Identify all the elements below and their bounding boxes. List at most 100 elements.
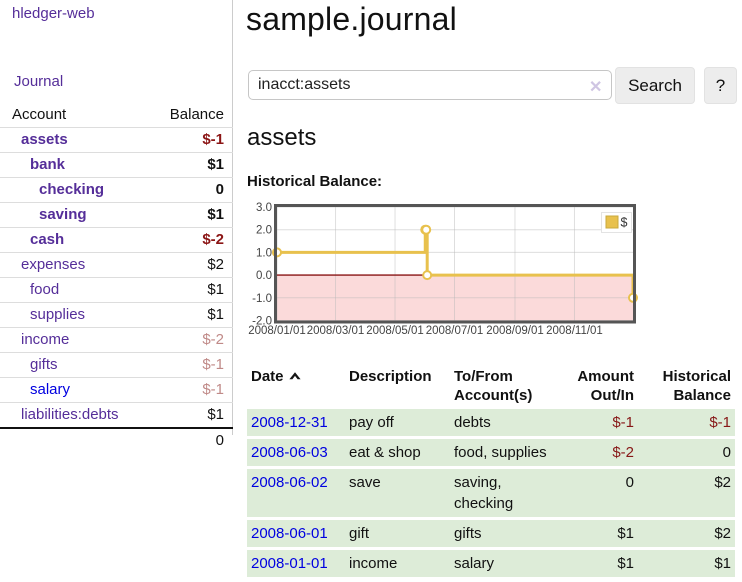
account-row: supplies $1 <box>0 302 233 328</box>
account-row: expenses $2 <box>0 252 233 278</box>
app-title-link[interactable]: hledger-web <box>12 5 95 22</box>
data-point-marker <box>422 270 433 281</box>
account-balance: 0 <box>151 177 233 203</box>
account-link[interactable]: saving <box>39 206 87 223</box>
x-tick-label: 2008/11/01 <box>546 325 603 337</box>
account-row: bank $1 <box>0 152 233 178</box>
y-tick-label: 3.0 <box>256 202 272 214</box>
transaction-description: eat & shop <box>345 439 450 466</box>
register-table: Date Description To/From Account(s) Amou… <box>247 363 735 580</box>
account-balance: $1 <box>151 402 233 429</box>
account-balance: $1 <box>151 302 233 328</box>
transaction-balance: $-1 <box>709 414 731 431</box>
legend-swatch <box>605 215 619 229</box>
transaction-row: 2008-06-03 eat & shop food, supplies $-2… <box>247 439 735 466</box>
help-button[interactable]: ? <box>704 67 737 104</box>
account-row: gifts $-1 <box>0 352 233 378</box>
y-tick-label: 1.0 <box>256 247 272 259</box>
y-tick-label: -2.0 <box>252 316 272 328</box>
transaction-description: pay off <box>345 409 450 436</box>
account-column-header: Account <box>0 103 152 128</box>
account-balance: $1 <box>151 202 233 228</box>
x-tick-label: 2008/05/01 <box>366 325 424 337</box>
transaction-date-link[interactable]: 2008-01-01 <box>251 555 328 572</box>
y-tick-label: 0.0 <box>256 270 272 282</box>
x-tick-label: 2008/09/01 <box>486 325 544 337</box>
account-link[interactable]: bank <box>30 156 66 173</box>
x-tick-label: 2008/03/01 <box>307 325 365 337</box>
x-tick-label: 2008/01/01 <box>248 325 306 337</box>
account-row: food $1 <box>0 277 233 303</box>
plot-border <box>274 204 636 324</box>
account-row: saving $1 <box>0 202 233 228</box>
account-row: checking 0 <box>0 177 233 203</box>
account-balance: $-2 <box>151 227 233 253</box>
transaction-row: 2008-12-31 pay off debts $-1 $-1 <box>247 409 735 436</box>
account-link[interactable]: cash <box>30 231 65 248</box>
account-balance: $1 <box>151 277 233 303</box>
account-heading: assets <box>247 124 317 151</box>
search-button[interactable]: Search <box>615 67 695 104</box>
y-tick-label: 2.0 <box>256 225 272 237</box>
account-link[interactable]: gifts <box>30 356 58 373</box>
account-link[interactable]: expenses <box>21 256 86 273</box>
accounts-total-row: 0 <box>0 427 233 453</box>
x-tick-label: 2008/07/01 <box>426 325 484 337</box>
account-row: assets $-1 <box>0 127 233 153</box>
transaction-date-link[interactable]: 2008-12-31 <box>251 414 328 431</box>
accounts-table-header: Account Balance <box>0 103 233 128</box>
transaction-description: save <box>345 469 450 517</box>
transaction-balance: $2 <box>714 474 731 491</box>
account-row: income $-2 <box>0 327 233 353</box>
transaction-accounts: salary <box>450 550 560 577</box>
transaction-accounts: gifts <box>450 520 560 547</box>
transaction-accounts: debts <box>450 409 560 436</box>
transaction-amount: $-2 <box>612 444 634 461</box>
search-input[interactable] <box>248 70 612 100</box>
account-balance: $2 <box>151 252 233 278</box>
account-balance: $-2 <box>151 327 233 353</box>
page-title: sample.journal <box>246 1 457 37</box>
accounts-table: Account Balance assets $-1 bank $1 check… <box>0 103 233 453</box>
sort-ascending-icon <box>288 372 301 380</box>
balance-column-header: Historical Balance <box>662 368 731 404</box>
clear-search-icon[interactable]: ✕ <box>589 79 603 96</box>
transaction-description: gift <box>345 520 450 547</box>
legend-label: $ <box>621 216 628 230</box>
account-link[interactable]: liabilities:debts <box>21 406 119 423</box>
register-table-header: Date Description To/From Account(s) Amou… <box>247 366 735 406</box>
sidebar-item-journal[interactable]: Journal <box>14 73 64 90</box>
sidebar: hledger-web Journal Account Balance asse… <box>0 0 233 453</box>
transaction-date-link[interactable]: 2008-06-02 <box>251 474 328 491</box>
account-row: cash $-2 <box>0 227 233 253</box>
account-row: liabilities:debts $1 <box>0 402 233 429</box>
account-link[interactable]: income <box>21 331 70 348</box>
date-column-header[interactable]: Date <box>247 366 345 406</box>
y-tick-label: -1.0 <box>252 293 272 305</box>
accounts-column-header: To/From Account(s) <box>454 368 533 404</box>
transaction-date-link[interactable]: 2008-06-03 <box>251 444 328 461</box>
transaction-date-link[interactable]: 2008-06-01 <box>251 525 328 542</box>
data-point-marker <box>421 224 432 235</box>
transaction-row: 2008-06-01 gift gifts $1 $2 <box>247 520 735 547</box>
transaction-amount: 0 <box>625 474 634 491</box>
transaction-description: income <box>345 550 450 577</box>
transaction-row: 2008-06-02 save saving, checking 0 $2 <box>247 469 735 517</box>
account-link[interactable]: checking <box>39 181 105 198</box>
description-column-header: Description <box>349 368 432 385</box>
amount-column-header: Amount Out/In <box>577 368 634 404</box>
transaction-amount: $-1 <box>612 414 634 431</box>
transaction-balance: $1 <box>714 555 731 572</box>
account-link[interactable]: food <box>30 281 60 298</box>
account-link[interactable]: supplies <box>30 306 86 323</box>
accounts-total: 0 <box>151 427 233 453</box>
transaction-accounts: food, supplies <box>450 439 560 466</box>
transaction-balance: $2 <box>714 525 731 542</box>
account-link[interactable]: salary <box>30 381 71 398</box>
account-balance: $-1 <box>151 352 233 378</box>
account-balance: $1 <box>151 152 233 178</box>
account-balance: $-1 <box>151 127 233 153</box>
transaction-accounts: saving, checking <box>450 469 560 517</box>
account-row: salary $-1 <box>0 377 233 403</box>
account-link[interactable]: assets <box>21 131 68 148</box>
